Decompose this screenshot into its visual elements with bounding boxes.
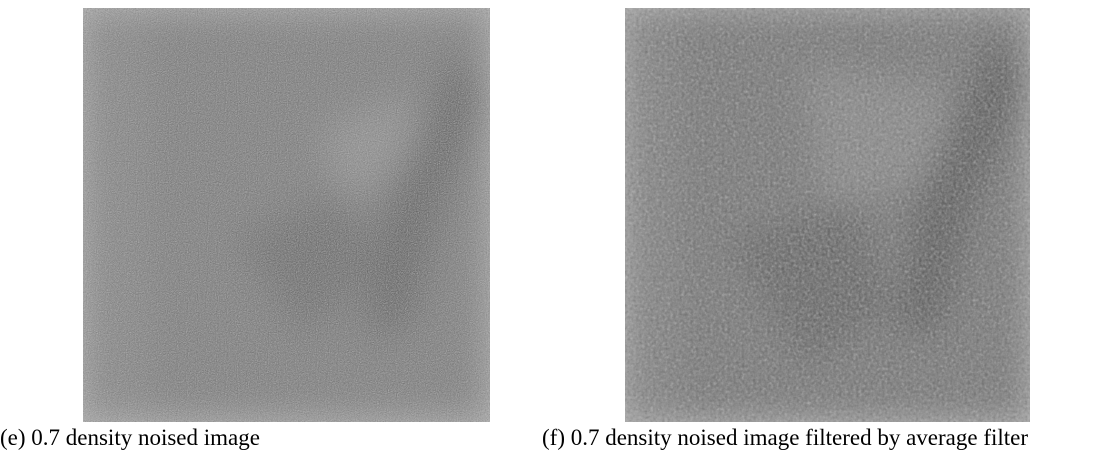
noised-image <box>83 8 490 422</box>
caption: (f) 0.7 density noised image filtered by… <box>542 425 1029 450</box>
caption: (e) 0.7 density noised image <box>0 425 260 450</box>
filtered-image <box>625 8 1030 422</box>
